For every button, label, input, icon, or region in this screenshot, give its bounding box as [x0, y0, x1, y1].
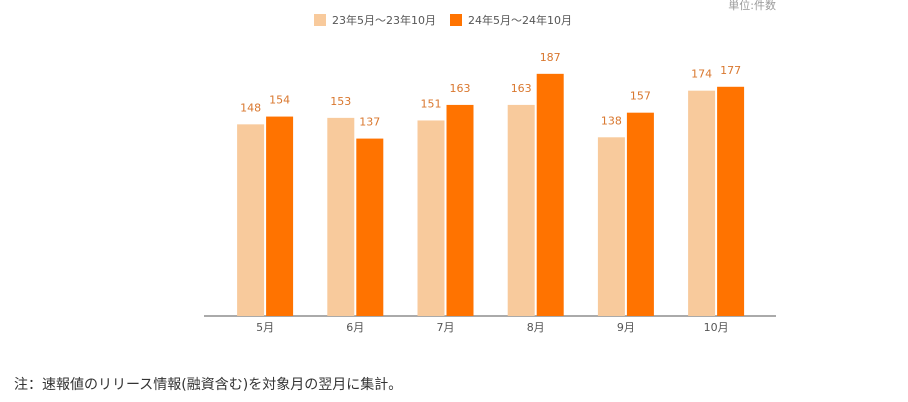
legend-label: 23年5月～23年10月: [332, 13, 436, 27]
x-tick-label: 6月: [346, 321, 364, 334]
x-tick-label: 7月: [437, 321, 455, 334]
bar: [356, 138, 384, 316]
value-label: 157: [630, 90, 651, 103]
bar: [717, 86, 745, 316]
x-tick-label: 5月: [256, 321, 274, 334]
bar: [446, 104, 474, 316]
bar: [626, 112, 654, 316]
legend-label: 24年5月～24年10月: [468, 13, 572, 27]
value-label: 187: [540, 51, 561, 64]
legend-swatch: [314, 14, 326, 26]
note: 注：速報値のリリース情報(融資含む)を対象月の翌月に集計。: [14, 377, 403, 393]
value-label: 163: [450, 82, 471, 95]
value-label: 151: [421, 97, 442, 110]
value-label: 153: [330, 95, 351, 108]
bar: [507, 104, 535, 316]
bar: [417, 120, 445, 316]
value-label: 174: [691, 68, 712, 81]
bar: [688, 90, 716, 316]
bar: [536, 73, 564, 317]
chart: 単位:件数 23年5月～23年10月 24年5月～24年10月 5月 148 154 6月…: [204, 0, 776, 334]
bar: [327, 117, 355, 317]
value-label: 137: [359, 116, 380, 129]
value-label: 177: [720, 64, 741, 77]
x-tick-label: 9月: [617, 321, 635, 334]
bar: [237, 124, 265, 316]
value-label: 148: [240, 101, 261, 114]
x-tick-label: 8月: [527, 321, 545, 334]
unit-label: 単位:件数: [728, 0, 776, 12]
x-tick-label: 10月: [704, 321, 729, 334]
value-label: 163: [511, 82, 532, 95]
value-label: 154: [269, 94, 290, 107]
legend-swatch: [450, 14, 462, 26]
value-label: 138: [601, 114, 622, 127]
bar: [266, 116, 294, 316]
bar: [597, 137, 625, 316]
